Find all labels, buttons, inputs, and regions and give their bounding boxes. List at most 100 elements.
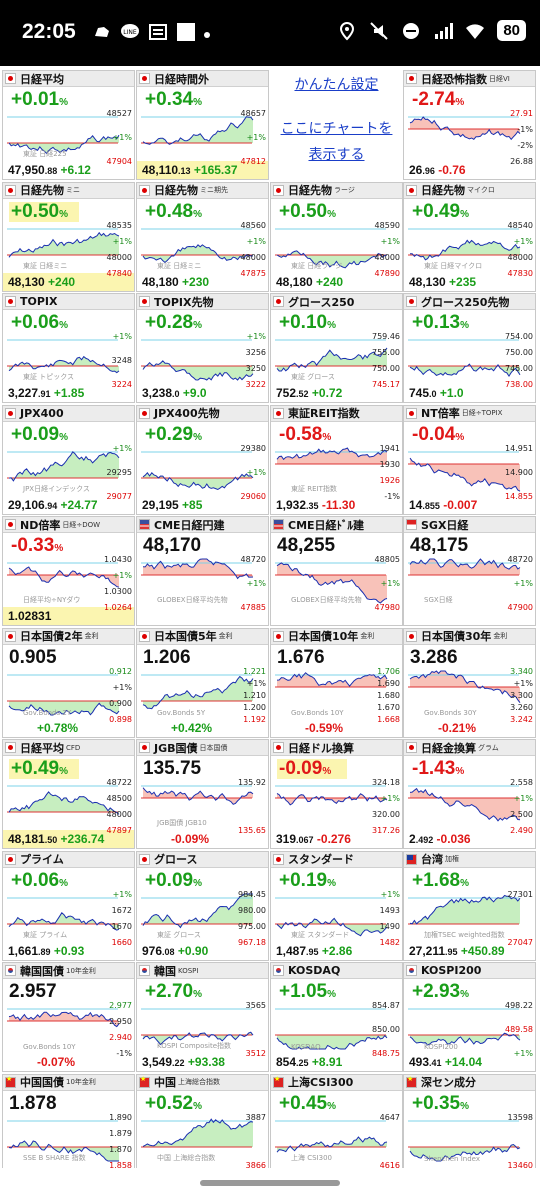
easy-settings-link[interactable]: かんたん設定 bbox=[294, 77, 379, 93]
jp-flag-icon bbox=[5, 519, 16, 530]
market-tile[interactable]: 東証REIT指数 1941 1930 1926 -1% 東証 REIT指数 -0.58% 1,… bbox=[270, 404, 403, 515]
change-number: +0.19 bbox=[279, 869, 328, 891]
market-tile[interactable]: TOPIX +1% 3248 3224 東証 トピックス +0.06% 3,227.91 +… bbox=[2, 293, 135, 403]
tile-name: 深セン成分 bbox=[421, 1076, 476, 1089]
market-tile[interactable]: グロース 984.45 980.00 975.00 967.18 東証 グロース +0.09… bbox=[136, 850, 269, 961]
chart-level-label: 1.680 bbox=[377, 690, 400, 700]
chart-level-label: 48527 bbox=[106, 109, 132, 118]
percent-sign: % bbox=[193, 989, 202, 1000]
market-tile[interactable]: スタンダード +1% 1493 1490 1482 東証 スタンダード +0.19% 1,48… bbox=[270, 850, 403, 961]
market-tile[interactable]: 日経時間外 48657 +1% 47812 +0.34% 48,110.13 +165.3… bbox=[136, 70, 269, 180]
market-tile[interactable]: NT倍率 日経÷TOPIX 14.951 14.900 14.855 -0.04% 14.8… bbox=[403, 404, 536, 515]
tile-header: ND倍率 日経÷DOW bbox=[3, 517, 134, 533]
market-tile[interactable]: JPX400先物 29380 +1% 29060 +0.29% 29,195 +85 bbox=[136, 404, 269, 515]
price-value: 29,106.94 +24.77 bbox=[8, 498, 98, 512]
chart-level-label: 14.900 bbox=[505, 467, 533, 477]
market-tile[interactable]: ND倍率 日経÷DOW 1.0430 +1% 1.0300 1.0264 日経平均÷NYダウ… bbox=[2, 516, 135, 626]
market-tile[interactable]: 日経先物 ミニ期先 48560 +1% 48000 47875 東証 日経ミニ +0.48% 4… bbox=[136, 181, 269, 292]
tw-flag-icon bbox=[406, 853, 417, 865]
tile-name: 中国 bbox=[154, 1076, 176, 1089]
chart-level-label: 967.18 bbox=[238, 937, 266, 947]
market-tile[interactable]: CME日経円建 48720 +1% 47885 GLOBEX日経平均先物 48,170 bbox=[136, 516, 269, 626]
market-tile[interactable]: 日本国債2年 金利 0.912 +1% 0.900 0.898 Gov.Bonds 2Y 0.… bbox=[2, 627, 135, 738]
percent-sign: % bbox=[327, 989, 336, 1000]
tile-name: JPX400 bbox=[20, 406, 64, 420]
chart-level-label: 48535 bbox=[106, 220, 132, 230]
tile-header: 日経ドル換算 bbox=[271, 740, 402, 756]
change-value: 1.206 bbox=[143, 647, 191, 669]
add-chart-link-line2[interactable]: 表示する bbox=[308, 147, 365, 163]
price-chart bbox=[275, 228, 388, 268]
market-tile[interactable]: 日本国債5年 金利 1.221 +1% 1.210 1.200 1.192 Gov.Bonds… bbox=[136, 627, 269, 738]
market-tile[interactable]: SGX日経 48720 +1% 47900 SGX日経 48,175 bbox=[403, 516, 536, 626]
chart-watermark: 上海 CSI300 bbox=[291, 1153, 332, 1162]
tile-name: スタンダード bbox=[288, 853, 354, 866]
change-number: -2.74 bbox=[412, 89, 456, 110]
price-value: 26.96 -0.76 bbox=[409, 163, 466, 177]
price-line bbox=[142, 471, 254, 490]
market-tile[interactable]: 韓国 KOSPI 3565 3512 KOSPI Composite指数 +2.70% 3,… bbox=[136, 962, 269, 1072]
change-value: 3.286 bbox=[410, 647, 458, 669]
market-tile[interactable]: KOSDAQ 854.87 850.00 848.75 KOSDAQ +1.05% 854.… bbox=[270, 962, 403, 1072]
change-number: 48,175 bbox=[410, 535, 469, 556]
chart-level-label: 489.58 bbox=[505, 1025, 533, 1034]
price-value: 48,180 +230 bbox=[142, 275, 209, 289]
market-tile[interactable]: 日経平均 CFD 48722 48500 48000 47897 +0.49% 48,181.… bbox=[2, 739, 135, 849]
change-number: +0.10 bbox=[279, 312, 328, 333]
price-value: 3,238.0 +9.0 bbox=[142, 386, 207, 400]
chart-level-label: 1.0264 bbox=[104, 603, 132, 612]
change-value: +0.06% bbox=[11, 870, 68, 892]
change-number: +0.50 bbox=[279, 200, 328, 222]
change-value: +0.34% bbox=[145, 89, 202, 111]
price-diff: +1.85 bbox=[50, 386, 85, 400]
market-tile[interactable]: JPX400 +1% 29295 29077 JPX日経インデックス +0.09% 29,1… bbox=[2, 404, 135, 515]
market-tile[interactable]: 日経先物 ミニ 48535 +1% 48000 47840 東証 日経ミニ +0.50% 48,… bbox=[2, 181, 135, 292]
market-tile[interactable]: 日経先物 ラージ 48590 +1% 48000 47890 東証 日経ラージ +0.50% 4… bbox=[270, 181, 403, 292]
price-diff: +1.0 bbox=[436, 386, 464, 400]
jp-flag-icon bbox=[273, 184, 284, 196]
price-chart bbox=[7, 1008, 120, 1028]
tile-header: 東証REIT指数 bbox=[271, 405, 402, 422]
tile-name: 日経先物 bbox=[20, 184, 64, 197]
chart-level-label: 13460 bbox=[507, 1160, 533, 1170]
chart-watermark: 東証 グロース bbox=[157, 930, 201, 939]
jp-flag-icon bbox=[406, 73, 417, 84]
market-tile[interactable]: グロース250先物 754.00 750.00 745.00 738.00 +0.13% 7… bbox=[403, 293, 536, 403]
market-tile[interactable]: TOPIX先物 +1% 3256 3250 3222 +0.28% 3,238.0 +9.0 bbox=[136, 293, 269, 403]
price-chart bbox=[7, 116, 120, 155]
chart-level-label: 1482 bbox=[379, 937, 400, 947]
chart-level-label: 48000 bbox=[106, 252, 132, 262]
chart-level-label: 48000 bbox=[106, 810, 132, 819]
add-chart-link[interactable]: ここにチャートを bbox=[280, 121, 393, 137]
market-tile[interactable]: グロース250 759.46 755.00 750.00 745.17 東証 グロース +0… bbox=[270, 293, 403, 403]
rate-change: -0.59% bbox=[305, 720, 344, 735]
market-tile[interactable]: JGB国債 日本国債 135.92 135.65 JGB国債 JGB10 135.75 -0… bbox=[136, 739, 269, 849]
change-value: -1.43% bbox=[412, 758, 464, 780]
tile-header: スタンダード bbox=[271, 851, 402, 868]
home-gesture-handle[interactable] bbox=[200, 1180, 340, 1186]
price-chart bbox=[408, 116, 521, 141]
chart-level-label: 3250 bbox=[245, 364, 266, 373]
market-tile[interactable]: 日経ドル換算 324.18 +1% 320.00 317.26 -0.09% 319.067… bbox=[270, 739, 403, 849]
market-tile[interactable]: 日経先物 マイクロ 48540 +1% 48000 47830 東証 日経マイクロ +0.49… bbox=[403, 181, 536, 292]
price-highlight bbox=[137, 161, 268, 179]
market-tile[interactable]: KOSPI200 498.22 489.58 +1% KOSPI200 +2.93% 493… bbox=[403, 962, 536, 1072]
market-tile[interactable]: 日本国債10年 金利 1.706 1.690 1.680 1.670 1.668 Gov.Bo… bbox=[270, 627, 403, 738]
price-decimals: .52 bbox=[296, 389, 309, 399]
market-tile[interactable]: プライム +1% 1672 1670 1660 東証 プライム +0.06% 1,661.89… bbox=[2, 850, 135, 961]
tile-header: 日経金換算 グラム bbox=[404, 740, 535, 756]
market-tile[interactable]: 日本国債30年 金利 3.340 +1% 3.300 3.260 3.242 Gov.Bond… bbox=[403, 627, 536, 738]
market-tile[interactable]: 台湾 加権 27301 27047 加権TSEC weighted指数 +1.68% 27,… bbox=[403, 850, 536, 961]
market-tile[interactable]: 日経金換算 グラム 2.558 +1% 2.500 2.490 -1.43% 2.492 -0… bbox=[403, 739, 536, 849]
market-tile[interactable]: 日経恐怖指数 日経VI 27.91 -1% -2% 26.88 -2.74% 26.96 -0… bbox=[403, 70, 536, 180]
market-tile[interactable]: CME日経ﾄﾞﾙ建 48805 +1% 47980 GLOBEX日経平均先物 48,255 bbox=[270, 516, 403, 626]
chart-level-label: +1% bbox=[112, 443, 132, 453]
market-tile[interactable]: 韓国国債 10年金利 2.977 2.950 2.940 -1% Gov.Bonds 10Y… bbox=[2, 962, 135, 1072]
price-diff: +9.0 bbox=[179, 386, 207, 400]
price-line bbox=[276, 917, 388, 936]
market-tile[interactable]: 日経平均 48527 +1% 47904 東証 日経225 +0.01% 47,950.88… bbox=[2, 70, 135, 180]
